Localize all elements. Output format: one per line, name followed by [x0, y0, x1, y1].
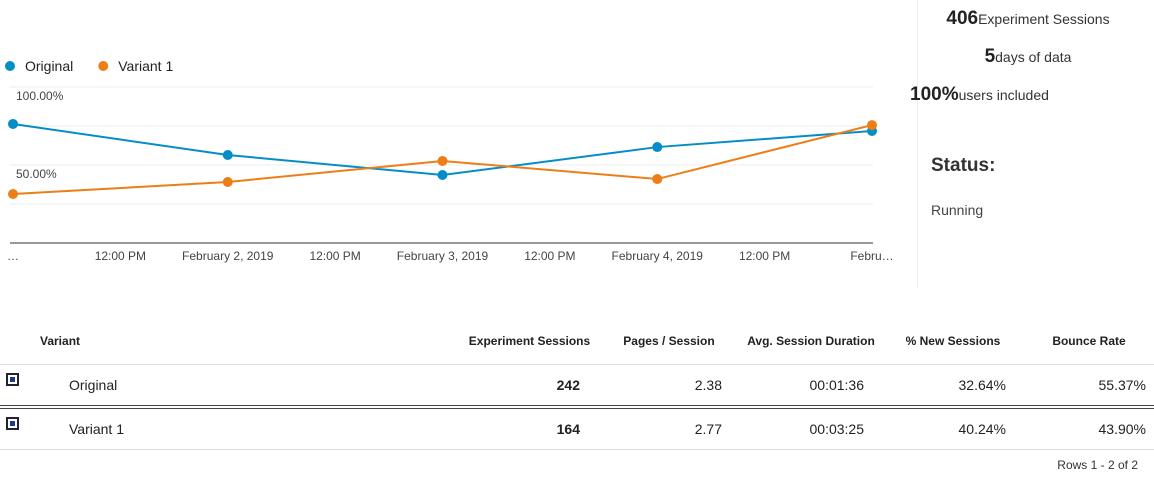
legend-label: Original: [25, 58, 73, 74]
x-tick-label: 12:00 PM: [95, 249, 146, 263]
status-value: Running: [931, 202, 984, 218]
x-tick-label: 12:00 PM: [309, 249, 360, 263]
x-tick-label: 12:00 PM: [524, 249, 575, 263]
stat-label: Experiment Sessions: [978, 11, 1110, 27]
table-footer: Rows 1 - 2 of 2: [1057, 458, 1138, 472]
header: Pages / Session: [623, 333, 715, 348]
x-tick-label: February 4, 2019: [612, 249, 704, 263]
x-tick-label: Febru…: [850, 249, 893, 263]
stat-number: 5: [984, 46, 996, 67]
cell: 164: [461, 407, 598, 450]
cell: 43.90%: [1024, 407, 1154, 450]
x-tick-label: February 3, 2019: [397, 249, 489, 263]
stat-number: 406: [946, 8, 979, 29]
cell: Original: [0, 364, 461, 409]
cell: 32.64%: [882, 364, 1024, 409]
cell: 2.38: [598, 364, 740, 409]
point: [8, 118, 18, 129]
point: [437, 169, 448, 180]
x-tick-label: …: [7, 249, 19, 263]
point: [8, 189, 18, 200]
table: Variant Experiment Sessions Pages / Sess…: [0, 318, 1154, 450]
stat: 100%users included: [910, 84, 1049, 106]
cell: 00:01:36: [740, 364, 882, 409]
header: Bounce Rate: [1052, 333, 1126, 348]
divider: [917, 0, 918, 288]
series-line: [12, 122, 873, 176]
x-tick-label: 12:00 PM: [739, 249, 790, 263]
header: % New Sessions: [905, 333, 1001, 348]
row: Original 242 2.38 00:01:36 32.64% 55.37%: [0, 364, 1154, 409]
point: [222, 150, 233, 161]
point: [652, 174, 663, 185]
stat-number: 100%: [910, 84, 959, 105]
stat-label: users included: [958, 87, 1049, 103]
stat-label: days of data: [995, 49, 1072, 65]
cell: 55.37%: [1024, 364, 1154, 409]
cell: 2.77: [598, 407, 740, 450]
status-title: Status:: [931, 155, 996, 176]
checkbox[interactable]: [6, 417, 19, 430]
checkbox[interactable]: [6, 373, 19, 386]
stat: 406Experiment Sessions: [918, 8, 1138, 30]
stat: 5days of data: [918, 46, 1138, 68]
y-tick-label: 100.00%: [16, 89, 64, 103]
chart: 50.00% 100.00% … February 2, 2019 February 3…: [5, 58, 894, 263]
cell-text: Variant 1: [69, 421, 124, 437]
legend-swatch: [98, 61, 109, 71]
header: Variant: [40, 333, 81, 348]
y-tick-label: 50.00%: [16, 167, 57, 181]
cell: 00:03:25: [740, 407, 882, 450]
cell: 40.24%: [882, 407, 1024, 450]
point: [222, 177, 233, 188]
point: [867, 120, 877, 131]
header: Avg. Session Duration: [747, 333, 875, 348]
point: [437, 155, 448, 166]
header-row: Variant Experiment Sessions Pages / Sess…: [0, 318, 1154, 365]
cell-text: Original: [69, 377, 118, 393]
row: Variant 1 164 2.77 00:03:25 40.24% 43.90…: [0, 407, 1154, 450]
cell: 242: [461, 364, 598, 409]
header: Experiment Sessions: [468, 333, 591, 348]
x-tick-label: February 2, 2019: [182, 249, 274, 263]
point: [652, 142, 663, 153]
cell: Variant 1: [0, 407, 461, 450]
legend-swatch: [5, 61, 15, 71]
legend-label: Variant 1: [118, 58, 173, 74]
